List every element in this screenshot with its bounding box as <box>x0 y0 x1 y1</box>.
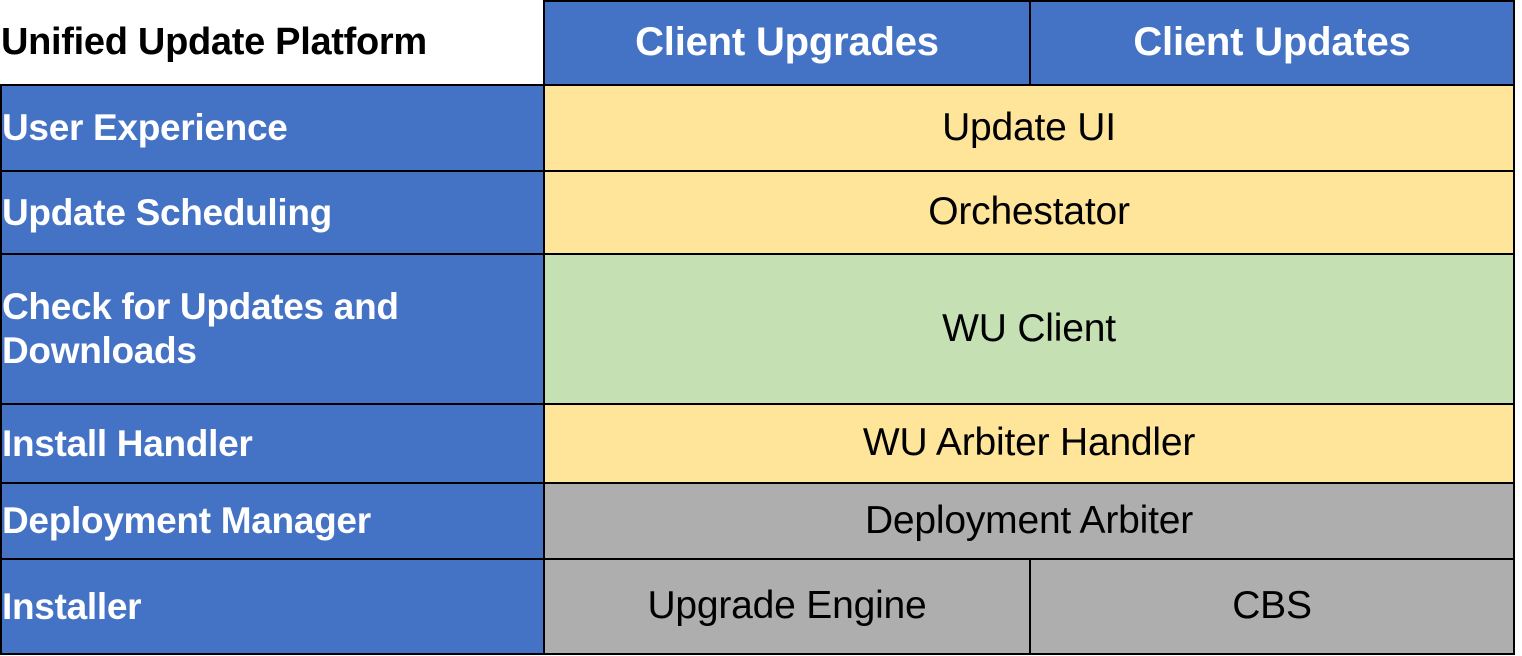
row-value-installer-upgrades: Upgrade Engine <box>543 558 1031 655</box>
row-value-update-scheduling: Orchestator <box>543 170 1515 255</box>
row-label-check-for-updates-and-downloads: Check for Updates and Downloads <box>0 253 545 405</box>
column-header-client-upgrades: Client Upgrades <box>543 0 1031 86</box>
row-value-user-experience: Update UI <box>543 84 1515 172</box>
corner-title-cell: Unified Update Platform <box>1 1 545 85</box>
row-label-user-experience: User Experience <box>0 84 545 172</box>
row-value-deployment-manager: Deployment Arbiter <box>543 482 1515 560</box>
row-label-installer: Installer <box>0 558 545 655</box>
table-header-row: Unified Update Platform Client Upgrades … <box>1 0 1515 86</box>
row-label-install-handler: Install Handler <box>0 403 545 484</box>
row-value-check-for-updates-and-downloads: WU Client <box>543 253 1515 405</box>
row-value-installer-updates: CBS <box>1029 558 1515 655</box>
row-label-update-scheduling: Update Scheduling <box>0 170 545 255</box>
table-row: Update Scheduling Orchestator <box>0 170 1515 255</box>
table-row: Check for Updates and Downloads WU Clien… <box>0 253 1515 405</box>
column-header-client-updates: Client Updates <box>1029 0 1515 86</box>
row-value-install-handler: WU Arbiter Handler <box>543 403 1515 484</box>
table-row: Installer Upgrade Engine CBS <box>0 558 1515 655</box>
table-row: Install Handler WU Arbiter Handler <box>0 403 1515 484</box>
table-row: Deployment Manager Deployment Arbiter <box>0 482 1515 560</box>
row-label-deployment-manager: Deployment Manager <box>0 482 545 560</box>
table-row: User Experience Update UI <box>0 84 1515 172</box>
